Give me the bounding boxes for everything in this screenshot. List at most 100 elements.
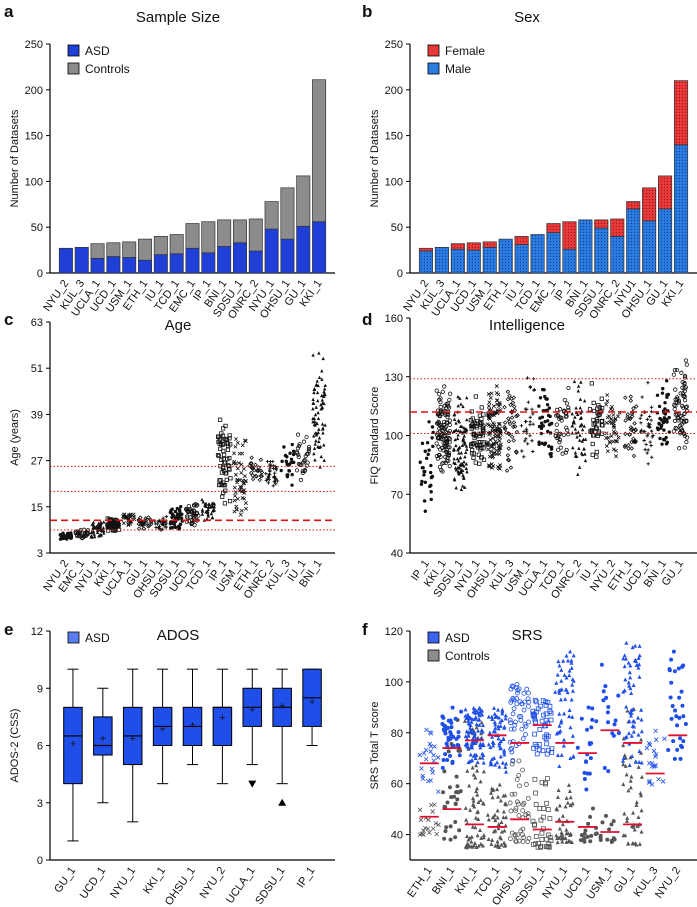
data-point	[629, 446, 635, 451]
data-point	[555, 807, 560, 812]
data-point	[565, 800, 570, 805]
data-point	[479, 405, 484, 410]
data-point	[440, 714, 445, 719]
data-point	[557, 803, 562, 808]
data-point	[290, 483, 294, 487]
data-point	[479, 720, 484, 725]
data-point	[506, 446, 511, 451]
data-point	[192, 503, 197, 508]
data-point	[539, 431, 543, 436]
data-point	[594, 719, 599, 724]
data-point	[138, 522, 144, 528]
data-point	[563, 414, 568, 419]
data-point	[478, 797, 483, 802]
data-point	[455, 456, 460, 461]
data-point	[219, 457, 224, 462]
data-point	[240, 478, 245, 483]
data-point	[491, 441, 496, 446]
data-point	[319, 403, 323, 407]
data-point	[179, 516, 184, 520]
data-point	[462, 460, 466, 464]
data-point	[533, 790, 538, 796]
data-point	[616, 730, 621, 735]
data-point	[494, 714, 499, 719]
data-point	[565, 428, 570, 433]
data-point	[440, 432, 445, 437]
data-point	[625, 815, 630, 820]
data-point	[545, 397, 549, 401]
data-point	[420, 441, 425, 446]
data-point	[430, 826, 436, 831]
data-point	[498, 719, 503, 724]
data-point	[545, 402, 550, 407]
data-point	[495, 760, 500, 765]
data-point	[573, 454, 578, 458]
y-axis-label: Number of Datasets	[369, 109, 381, 207]
data-point	[474, 845, 479, 850]
data-point	[169, 526, 173, 530]
box-mean-marker: +	[189, 720, 195, 732]
data-point	[488, 417, 493, 421]
data-point	[571, 678, 576, 683]
data-point	[514, 413, 519, 419]
data-point	[221, 464, 226, 470]
data-point	[458, 748, 463, 753]
data-point	[662, 428, 666, 432]
data-point	[678, 756, 683, 761]
data-point	[636, 715, 641, 720]
data-point	[320, 377, 324, 381]
data-point	[646, 422, 651, 426]
data-point	[495, 428, 500, 433]
data-point	[443, 829, 448, 834]
data-point	[424, 456, 429, 461]
data-point	[431, 758, 437, 763]
data-point	[239, 470, 244, 475]
data-point	[473, 756, 478, 761]
data-point	[486, 742, 491, 747]
data-point	[554, 680, 559, 685]
data-point	[427, 730, 433, 735]
data-point	[500, 709, 505, 714]
data-point	[470, 736, 475, 741]
data-point	[671, 649, 676, 654]
data-point	[148, 519, 154, 525]
bar-asd	[201, 252, 216, 274]
data-point	[459, 463, 463, 467]
data-point	[90, 522, 94, 527]
box-mean-marker: +	[130, 733, 136, 745]
data-point	[667, 667, 672, 672]
data-point	[469, 423, 474, 429]
data-point	[539, 837, 545, 842]
data-point	[653, 752, 659, 757]
data-point	[607, 414, 612, 419]
data-point	[235, 440, 240, 445]
data-point	[513, 719, 518, 725]
data-point	[517, 699, 523, 705]
data-point	[259, 470, 265, 475]
data-point	[681, 714, 686, 719]
data-point	[494, 448, 499, 453]
panel-title: Age	[165, 317, 192, 334]
data-point	[456, 433, 460, 437]
data-point	[490, 465, 495, 470]
data-point	[580, 439, 584, 443]
bar-male	[530, 234, 545, 274]
data-point	[579, 415, 584, 420]
data-point	[200, 512, 205, 516]
data-point	[222, 483, 228, 488]
data-point	[478, 841, 483, 846]
data-point	[500, 760, 505, 765]
data-point	[583, 828, 588, 833]
data-point	[646, 381, 650, 385]
data-point	[480, 843, 485, 848]
data-point	[473, 736, 478, 741]
data-point	[422, 825, 428, 831]
data-point	[558, 445, 563, 450]
data-point	[475, 418, 480, 424]
data-point	[605, 393, 610, 398]
bar-asd	[232, 242, 247, 274]
data-point	[512, 832, 518, 838]
data-point	[495, 464, 500, 469]
data-point	[533, 802, 539, 808]
data-point	[289, 457, 294, 461]
